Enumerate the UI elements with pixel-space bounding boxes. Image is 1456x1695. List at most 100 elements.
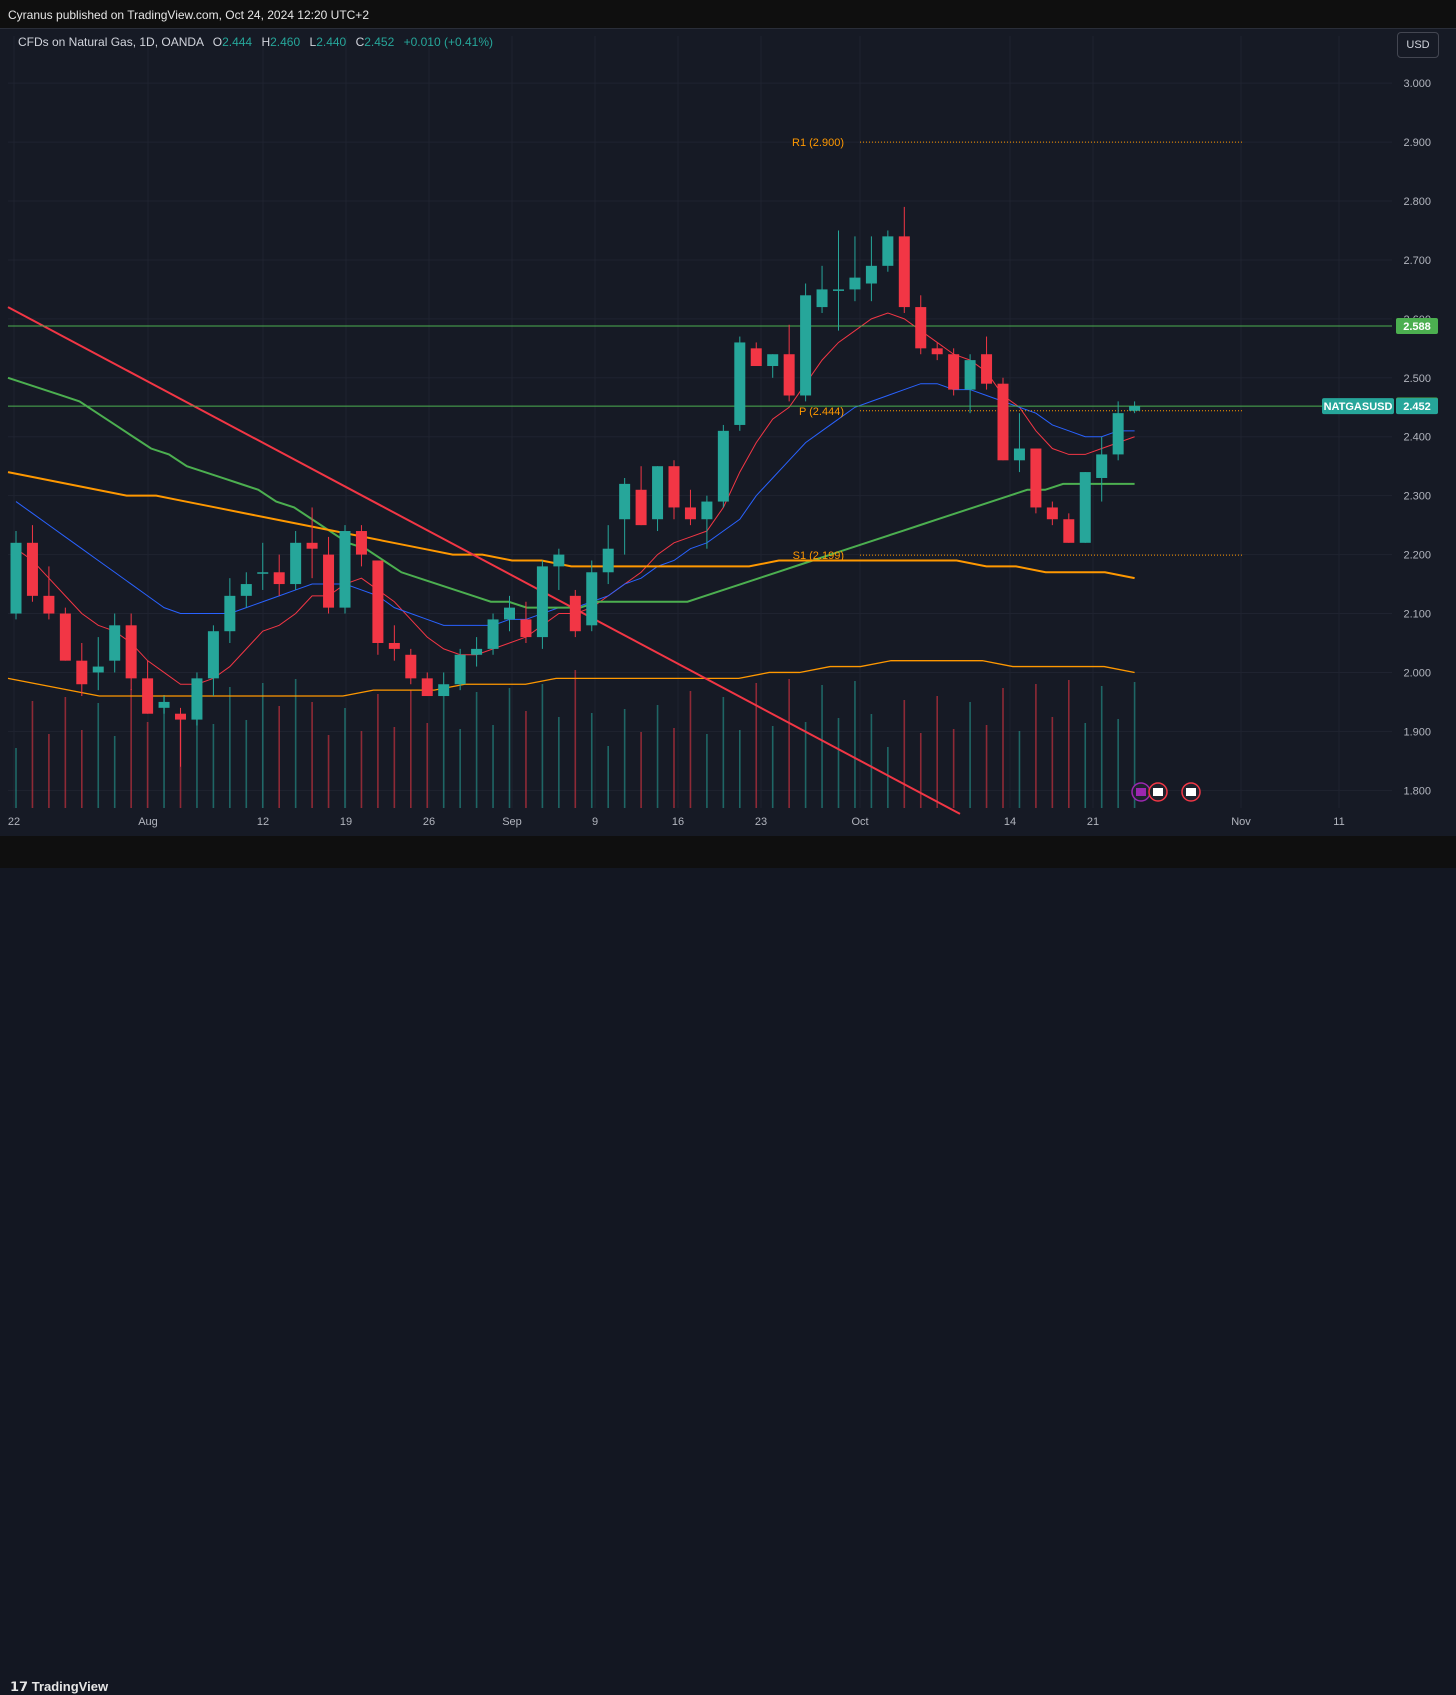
volume-bar [311, 702, 313, 808]
y-tick-label: 2.500 [1403, 373, 1431, 385]
candle-body [207, 631, 219, 679]
candle-body [1096, 454, 1108, 478]
candle-body [520, 619, 532, 638]
y-tick-label: 3.000 [1403, 78, 1431, 90]
candle-body [701, 501, 713, 520]
x-tick-label: 9 [592, 816, 598, 828]
tv-logo-icon: 𝟭𝟳 [10, 1679, 29, 1694]
candle-body [668, 466, 680, 508]
volume-bar [1002, 688, 1004, 808]
candle-body [553, 554, 565, 567]
y-tick-label: 1.900 [1403, 726, 1431, 738]
volume-bar [574, 670, 577, 808]
volume-bars [15, 670, 1136, 808]
candle-body [26, 542, 38, 596]
candle-body [109, 625, 121, 661]
volume-bar [656, 705, 659, 808]
volume-bar [1133, 682, 1136, 808]
candle-body [750, 348, 762, 367]
currency-button[interactable]: USD [1397, 32, 1439, 58]
price-tag: 2.588 [1396, 317, 1438, 334]
candle-body [405, 654, 417, 679]
volume-bar [854, 681, 856, 808]
volume-bar [196, 691, 198, 808]
volume-bar [821, 685, 823, 808]
candle-body [734, 342, 746, 425]
close-value: 2.452 [364, 35, 395, 49]
candle-body [964, 360, 976, 390]
candle-body [1079, 472, 1091, 543]
volume-bar [541, 684, 544, 808]
volume-bar [755, 683, 758, 808]
candle-body [865, 265, 877, 284]
volume-bar [278, 706, 280, 808]
x-tick-label: Oct [851, 816, 868, 828]
volume-bar [1018, 731, 1021, 808]
x-tick-label: 26 [423, 816, 435, 828]
candle-body [1030, 448, 1042, 508]
volume-bar [15, 748, 17, 808]
candle-body [388, 642, 400, 649]
volume-bar [788, 679, 790, 808]
trend-line [7, 306, 961, 815]
candle-body [1013, 448, 1025, 461]
volume-bar [459, 729, 461, 808]
volume-bar [64, 697, 67, 808]
publish-info: Cyranus published on TradingView.com, Oc… [8, 8, 369, 22]
candle-body [224, 595, 236, 632]
candle-body [438, 684, 450, 697]
volume-bar [1100, 686, 1103, 808]
volume-bar [410, 690, 412, 808]
price-tag-box [1396, 398, 1438, 415]
tradingview-logo: 𝟭𝟳 TradingView [10, 1679, 108, 1695]
candle-body [10, 542, 22, 614]
x-tick-label: Sep [502, 816, 522, 828]
volume-bar [245, 720, 248, 808]
time-axis: 22 Aug 12 19 26 Sep 9 16 23 Oct 14 21 Nov 11 [8, 816, 1345, 828]
open-label: O [212, 35, 223, 49]
candle-body [882, 236, 894, 266]
candle-body [619, 483, 631, 520]
volume-bar [229, 687, 231, 808]
volume-bar [1084, 723, 1087, 808]
pivot-label: R1 (2.900) [792, 137, 844, 149]
economic-event-icon [1148, 782, 1168, 802]
volume-bar [146, 722, 149, 808]
candle-body [76, 660, 88, 685]
volume-bar [804, 722, 807, 808]
brand-name: TradingView [31, 1679, 109, 1694]
candle-body [1063, 519, 1075, 543]
candles [10, 206, 1141, 767]
volume-bar [903, 700, 906, 808]
volume-bar [870, 714, 873, 808]
event-flag [1153, 788, 1163, 796]
x-tick-label: 19 [340, 816, 352, 828]
volume-bar [327, 735, 330, 808]
symbol-title: CFDs on Natural Gas, 1D, OANDA [18, 35, 204, 49]
volume-bar [393, 727, 396, 808]
volume-bar [261, 683, 264, 808]
candle-body [586, 572, 598, 626]
candle-body [125, 625, 137, 679]
y-tick-label: 2.900 [1403, 137, 1431, 149]
y-tick-label: 2.200 [1403, 550, 1431, 562]
symbol-tag-label: NATGASUSD [1324, 401, 1393, 413]
candle-body [800, 295, 812, 396]
price-chart[interactable]: R1 (2.900) P (2.444) S1 (2.199) 3.000 2.900… [0, 28, 1456, 836]
x-tick-label: 12 [257, 816, 269, 828]
volume-bar [969, 702, 971, 808]
economic-event-icon [1181, 782, 1201, 802]
volume-bar [475, 692, 478, 808]
ema-slow-line [7, 376, 1135, 609]
volume-bar [1051, 717, 1054, 808]
volume-bar [130, 689, 132, 808]
volume-bar [919, 733, 922, 808]
x-tick-label: Nov [1231, 816, 1251, 828]
volume-bar [706, 734, 708, 808]
volume-bar [623, 709, 626, 808]
change-value: +0.010 (+0.41%) [403, 35, 494, 49]
candle-body [339, 531, 351, 608]
candle-body [372, 560, 384, 643]
pivot-label: P (2.444) [799, 406, 844, 418]
